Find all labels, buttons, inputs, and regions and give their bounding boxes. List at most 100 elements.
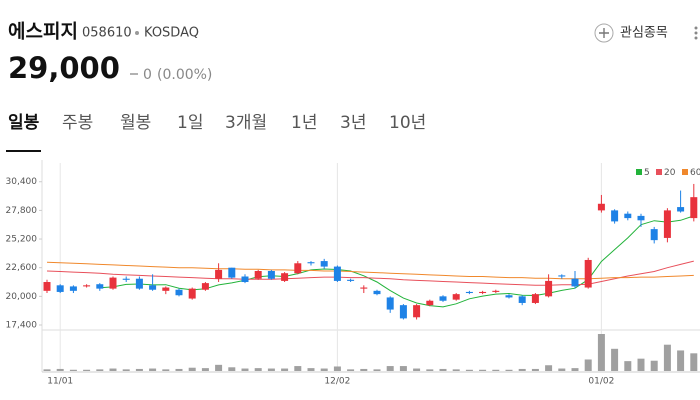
candle-body [347, 279, 355, 281]
volume-bar [465, 369, 473, 371]
volume-bar [281, 368, 289, 371]
volume-bar [637, 358, 645, 371]
tab[interactable]: 주봉 [62, 113, 93, 133]
volume-bar [254, 368, 262, 371]
y-tick-label: 20,000 [6, 292, 38, 302]
y-tick-label: 22,600 [6, 263, 38, 273]
volume-bar [135, 368, 143, 371]
tab[interactable]: 일봉 [8, 113, 40, 133]
x-tick-label: 11/01 [47, 377, 73, 387]
volume-bar [294, 366, 302, 371]
y-tick-label: 25,200 [6, 235, 38, 245]
candle-body [677, 207, 685, 212]
candle-body [241, 276, 249, 283]
tab[interactable]: 월봉 [120, 113, 151, 133]
dot [694, 31, 698, 35]
watch-label[interactable]: 관심종목 [620, 26, 668, 41]
candle-body [333, 266, 341, 281]
volume-bar [413, 368, 421, 371]
stock-code: 058610 [82, 26, 132, 41]
candle-body [386, 297, 394, 310]
volume-bar [611, 348, 619, 371]
volume-bar [492, 369, 500, 371]
y-tick-label: 27,800 [6, 206, 38, 216]
plus-circle [594, 23, 614, 43]
volume-bar [83, 369, 91, 371]
candle-body [558, 275, 566, 277]
volume-bar [373, 369, 381, 371]
candle-body [307, 262, 315, 264]
tab[interactable]: 10년 [389, 113, 426, 133]
volume-bar [333, 366, 341, 371]
candle-body [175, 289, 183, 296]
volume-bar [505, 369, 513, 371]
volume-bar [584, 359, 592, 371]
tab[interactable]: 3년 [340, 113, 366, 133]
legend-label: 5 [644, 168, 650, 178]
more-menu[interactable] [694, 26, 698, 40]
candle-body [663, 210, 671, 238]
candle-body [56, 285, 64, 292]
volume-bar [426, 369, 434, 371]
volume-bar [215, 364, 223, 371]
candle-body [611, 210, 619, 222]
volume-bar [307, 368, 315, 371]
moving-average-line [46, 260, 694, 286]
volume-bar [663, 344, 671, 371]
candle-body [439, 296, 447, 301]
tabs: 일봉 주봉 월봉 1일 3개월 1년 3년 10년 [8, 113, 426, 133]
candle-body [360, 287, 368, 289]
volume-bar [677, 350, 685, 371]
volume-bar [624, 361, 632, 371]
tab[interactable]: 1년 [291, 113, 317, 133]
volume-bar [347, 369, 355, 371]
candle-body [162, 287, 170, 291]
legend-swatch [636, 169, 642, 175]
candle-body [294, 263, 302, 274]
candle-body [96, 284, 104, 289]
watch-button[interactable]: 관심종목 [594, 23, 668, 43]
y-tick-label: 30,400 [6, 177, 38, 187]
volume-bar [479, 369, 487, 371]
y-tick-label: 17,400 [6, 320, 38, 330]
volume-bar [399, 366, 407, 371]
volume-bar [188, 367, 196, 371]
candle-body [452, 294, 460, 300]
candle-body [571, 278, 579, 287]
candle-body [426, 300, 434, 306]
volume-bar [571, 368, 579, 371]
candle-body [135, 278, 143, 289]
candle-body [122, 278, 130, 280]
candle-body [624, 213, 632, 219]
volume-bar [96, 369, 104, 371]
candle-body [83, 285, 91, 287]
candle-body [505, 295, 513, 298]
dot [694, 26, 698, 30]
volume-bar [267, 368, 275, 371]
moving-average-line [99, 215, 694, 308]
change-pct: (0.00%) [157, 67, 212, 83]
candle-body [188, 288, 196, 299]
volume-bar [439, 368, 447, 371]
legend-label: 20 [664, 168, 676, 178]
volume-bar [228, 367, 236, 371]
volume-bar [320, 368, 328, 371]
candle-body [690, 197, 698, 219]
candle-body [518, 296, 526, 303]
candle-body [637, 215, 645, 221]
tab[interactable]: 1일 [177, 113, 203, 133]
volume-bar [690, 353, 698, 371]
candle-body [215, 269, 223, 279]
candle-body [531, 294, 539, 303]
legend-label: 60 [690, 168, 700, 178]
legend-swatch [682, 169, 688, 175]
volume-bar [122, 369, 130, 371]
volume-bar [175, 368, 183, 371]
tab[interactable]: 3개월 [225, 113, 267, 133]
volume-bar [597, 334, 605, 371]
plus-icon [599, 28, 609, 38]
candle-body [373, 290, 381, 295]
candle-body [109, 277, 117, 289]
candle-body [149, 285, 157, 290]
volume-bar [650, 360, 658, 371]
